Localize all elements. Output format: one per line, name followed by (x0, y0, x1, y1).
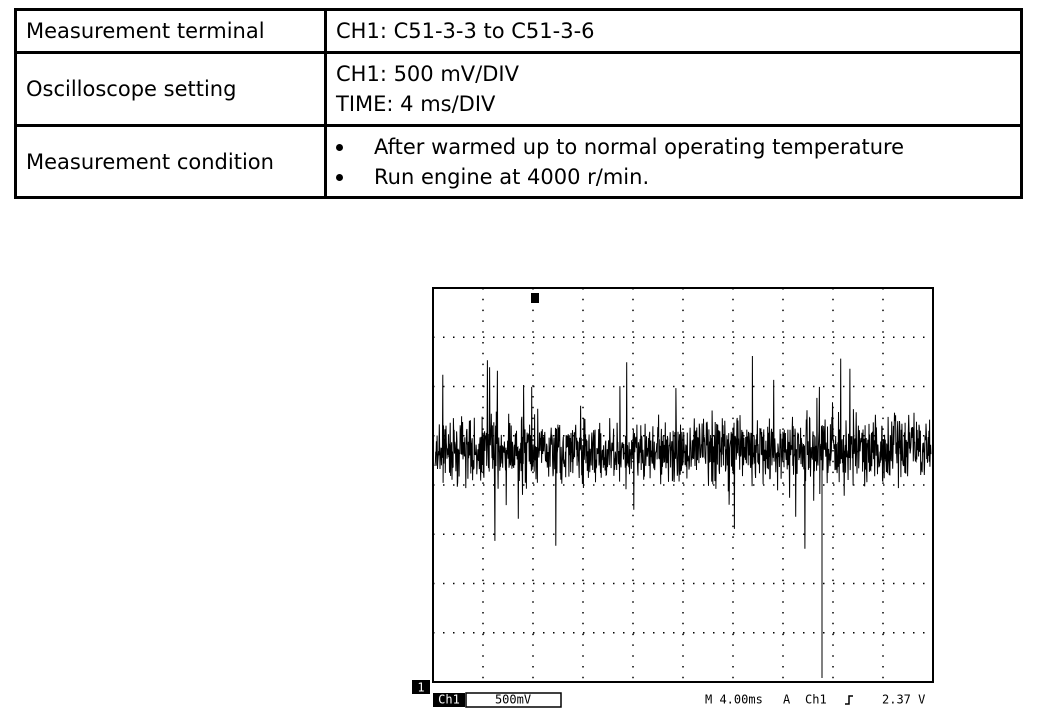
row-value: CH1: C51-3-3 to C51-3-6 (327, 11, 1020, 51)
trigger-level: 2.37 V (882, 693, 925, 707)
trigger-slope (845, 695, 853, 705)
border (14, 8, 1023, 11)
time-label: M 4.00ms (705, 693, 763, 707)
volts-label: 500mV (495, 693, 531, 707)
bullet-item: Run engine at 4000 r/min. (333, 162, 1020, 192)
ground-marker (412, 680, 430, 694)
ground-marker-label: 1 (417, 681, 424, 695)
border (14, 51, 1023, 54)
waveform (434, 355, 932, 678)
trigger-position-marker (531, 293, 539, 303)
volts-box (465, 692, 562, 708)
row-label: Measurement condition (26, 149, 274, 174)
border (1020, 8, 1023, 199)
row-value: After warmed up to normal operating temp… (327, 127, 1020, 196)
value-line: TIME: 4 ms/DIV (336, 92, 496, 116)
trigger-source: Ch1 (805, 693, 827, 707)
trigger-mode: A (783, 693, 791, 707)
row-value: CH1: 500 mV/DIV TIME: 4 ms/DIV (327, 54, 1020, 124)
grid (433, 288, 933, 682)
channel-box (433, 693, 465, 707)
row-label: Measurement terminal (26, 19, 265, 43)
border (14, 124, 1023, 127)
border (14, 196, 1023, 199)
border (14, 8, 17, 199)
bullet-item: After warmed up to normal operating temp… (333, 132, 1020, 162)
value-line: CH1: 500 mV/DIV (336, 62, 519, 86)
row-label: Oscilloscope setting (26, 77, 237, 101)
value-line: CH1: C51-3-3 to C51-3-6 (336, 19, 595, 43)
border (324, 8, 327, 199)
channel-label: Ch1 (438, 693, 460, 707)
